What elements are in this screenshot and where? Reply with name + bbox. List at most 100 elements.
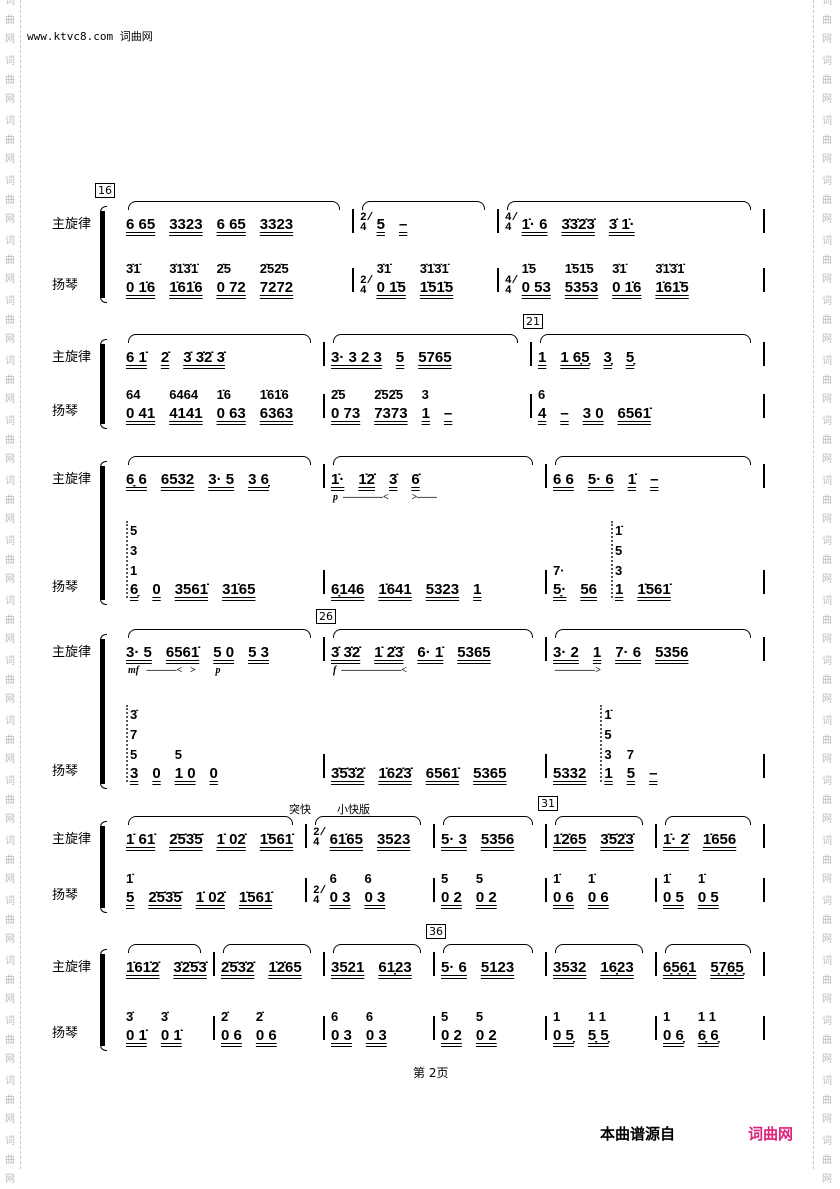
part-label-yangqin: 扬琴: [52, 764, 79, 779]
phrase-slur: [555, 629, 751, 638]
barline: [323, 754, 325, 778]
melody-row: 6 65 3323 6 65 3323: [118, 203, 352, 233]
yangqin-note-group: 5332: [553, 765, 587, 782]
watermark-text: 词曲网: [5, 236, 15, 285]
yangqin-note-group: 0 2: [441, 889, 462, 906]
measure-number: 31: [538, 796, 558, 811]
watermark-text: 词曲网: [5, 416, 15, 465]
chord-note: 1̇: [126, 871, 134, 886]
barline: [352, 209, 354, 233]
chord-note: 6: [329, 871, 337, 886]
yangqin-chord: 1̇62̇3̇: [378, 765, 411, 782]
measure: 3̇ 3̇2̇ 1̇ 2̇3̇ 6· 1̇ 5365 f ——————< 3̇5̇3̇2̇…: [323, 629, 545, 782]
yangqin-chord: 1 0 6̣: [663, 1007, 684, 1044]
watermark-text: 词曲网: [822, 236, 832, 285]
watermark-text: 词曲网: [5, 536, 15, 585]
watermark-text: 词曲网: [5, 0, 15, 45]
tempo-marking: 小快版: [337, 803, 370, 816]
yangqin-chord: 5323: [426, 581, 459, 598]
barline: [323, 1016, 325, 1040]
yangqin-row: 2̇ 0 6 2̇ 0 6: [213, 1007, 323, 1044]
chord-note: 1̇5: [521, 261, 537, 276]
barline: [323, 342, 325, 366]
yangqin-chord: 1̇ 0 6: [553, 869, 574, 906]
melody-note-group: 1̇61̇2̇: [126, 959, 160, 976]
barline: [763, 570, 765, 594]
yangqin-chord: 2̇52̇5 7272: [260, 259, 293, 296]
system-bracket: [100, 821, 107, 913]
melody-note-group: 2̇5̇3̇2̇: [221, 959, 255, 976]
system-bracket: [100, 339, 107, 429]
chord-note: 1̇: [615, 523, 623, 538]
left-margin-line: [20, 0, 21, 1169]
yangqin-chord: 2̇5 0 72: [217, 259, 246, 296]
part-label-melody: 主旋律: [52, 217, 92, 232]
yangqin-chord: 2̇ 0 6: [256, 1007, 277, 1044]
yangqin-note-group: 6̣: [130, 581, 139, 598]
system-bracket: [100, 206, 107, 303]
yangqin-note-group: 6363: [259, 405, 294, 422]
chord-note: 5: [130, 747, 138, 762]
yangqin-note-group: 0 1̇6: [612, 279, 642, 296]
watermark-text: 词曲网: [5, 776, 15, 825]
watermark-text: 词曲网: [822, 596, 832, 645]
melody-note-group: 6· 1̇: [417, 644, 444, 661]
melody-note-group: 3323: [169, 216, 203, 233]
chord-note: 1: [130, 563, 138, 578]
yangqin-note-group: 1: [615, 581, 624, 598]
yangqin-chord: 6561̇: [618, 405, 651, 422]
melody-row: 3̇ 3̇2̇ 1̇ 2̇3̇ 6· 1̇ 5365: [323, 631, 545, 661]
yangqin-note-group: 0 53: [521, 279, 551, 296]
barline: [545, 878, 547, 902]
phrase-slur: [507, 201, 751, 210]
melody-note-group: 3521: [331, 959, 365, 976]
yangqin-note-group: 6̣146: [331, 581, 365, 598]
yangqin-row: 1 0 5̣ 1 1 5̣ 5̣: [545, 1007, 655, 1044]
watermark-text: 词曲网: [5, 656, 15, 705]
yangqin-note-group: 31̇65: [222, 581, 256, 598]
barline: [497, 209, 499, 233]
barline: [545, 1016, 547, 1040]
yangqin-note-group: 1: [473, 581, 482, 598]
yangqin-note-group: 5̣ 5̣: [587, 1027, 609, 1044]
brand-link[interactable]: 词曲网: [748, 1125, 794, 1143]
melody-note-group: 1̇561̇: [259, 831, 294, 848]
melody-note-group: 5 0: [213, 644, 235, 661]
melody-note-group: 1̇·: [331, 471, 345, 488]
melody-note-group: 5: [395, 349, 405, 366]
chord-note: 5: [475, 1009, 484, 1024]
yangqin-chord: 3̇5̇3̇2̇: [331, 765, 364, 782]
yangqin-note-group: 0 3: [364, 889, 386, 906]
chord-note: 6: [364, 871, 372, 886]
part-label-melody: 主旋律: [52, 645, 92, 660]
yangqin-row: 3̇ 0 1̇ 3̇ 0 1̇: [118, 1007, 213, 1044]
yangqin-chord: 3 0: [583, 405, 604, 422]
melody-note-group: 5· 3: [441, 831, 467, 848]
phrase-slur: [223, 944, 311, 953]
yangqin-note-group: 1: [421, 405, 430, 422]
yangqin-row: 5 3 1 6̣ 0 3561̇ 31̇65: [118, 521, 323, 598]
yangqin-note-group: 3: [130, 765, 139, 782]
part-label-melody: 主旋律: [52, 472, 92, 487]
yangqin-note-group: 1̇561̇: [637, 581, 671, 598]
yangqin-chord: 3̇ 0 1̇: [126, 1007, 147, 1044]
chord-note: 1̇: [553, 871, 561, 886]
yangqin-chord: 1̇641: [378, 581, 411, 598]
yangqin-chord: 5365: [473, 765, 506, 782]
yangqin-note-group: 7373: [374, 405, 408, 422]
yangqin-chord: 1̇51̇5 5353: [565, 259, 598, 296]
yangqin-note-group: 1̇61̇6: [169, 279, 203, 296]
yangqin-chord: 3̇1̇ 0 1̇5: [377, 259, 406, 296]
watermark-text: 词曲网: [5, 596, 15, 645]
barline: [545, 754, 547, 778]
measure: 3532 16̣23 1 0 5̣ 1 1 5̣ 5̣: [545, 944, 655, 1044]
yangqin-row: 4/4 1̇5 0 53 1̇51̇5 5353 3̇1̇ 0 1̇6 3̇1̇3̇1̇ 1̇6…: [497, 259, 763, 297]
watermark-text: 词曲网: [822, 356, 832, 405]
yangqin-chord: –: [444, 405, 452, 422]
yangqin-chord: 0: [152, 581, 160, 598]
yangqin-chord: 2̇52̇5 7373: [374, 385, 407, 422]
